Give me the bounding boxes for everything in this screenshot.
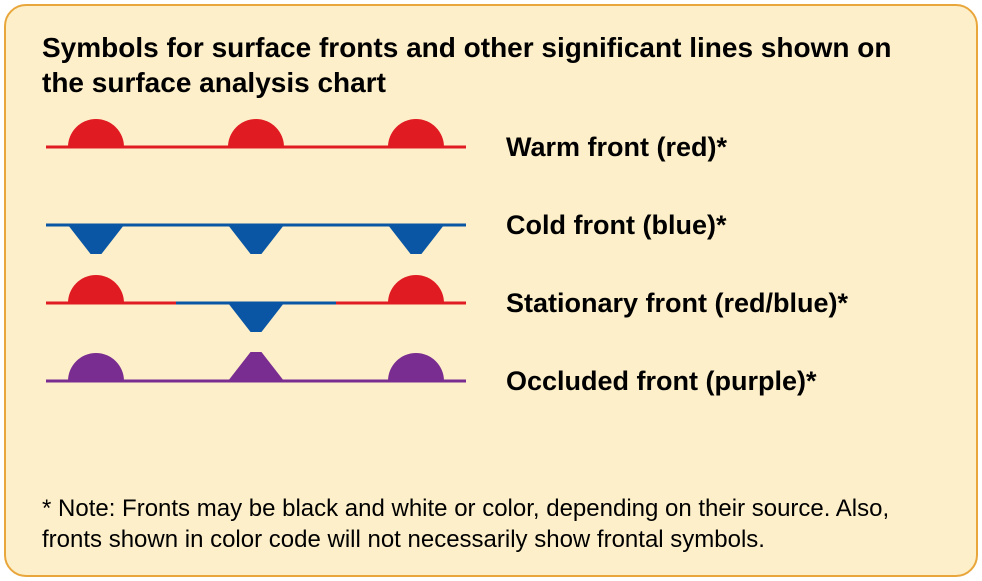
front-symbols-card: Symbols for surface fronts and other sig… — [4, 4, 978, 577]
cold-front-row: Cold front (blue)* — [46, 196, 940, 254]
cold-front-label: Cold front (blue)* — [506, 210, 726, 241]
warm-front-label: Warm front (red)* — [506, 132, 727, 163]
stationary-front-row: Stationary front (red/blue)* — [46, 274, 940, 332]
stationary-front-symbol — [46, 274, 466, 332]
occluded-front-label: Occluded front (purple)* — [506, 366, 817, 397]
footnote-text: * Note: Fronts may be black and white or… — [42, 493, 940, 555]
cold-front-symbol — [46, 196, 466, 254]
occluded-front-symbol — [46, 352, 466, 410]
warm-front-row: Warm front (red)* — [46, 118, 940, 176]
occluded-front-row: Occluded front (purple)* — [46, 352, 940, 410]
warm-front-symbol — [46, 118, 466, 176]
card-title: Symbols for surface fronts and other sig… — [42, 30, 940, 100]
fronts-list: Warm front (red)* Cold front (blue)* Stati… — [42, 118, 940, 479]
stationary-front-label: Stationary front (red/blue)* — [506, 288, 848, 319]
